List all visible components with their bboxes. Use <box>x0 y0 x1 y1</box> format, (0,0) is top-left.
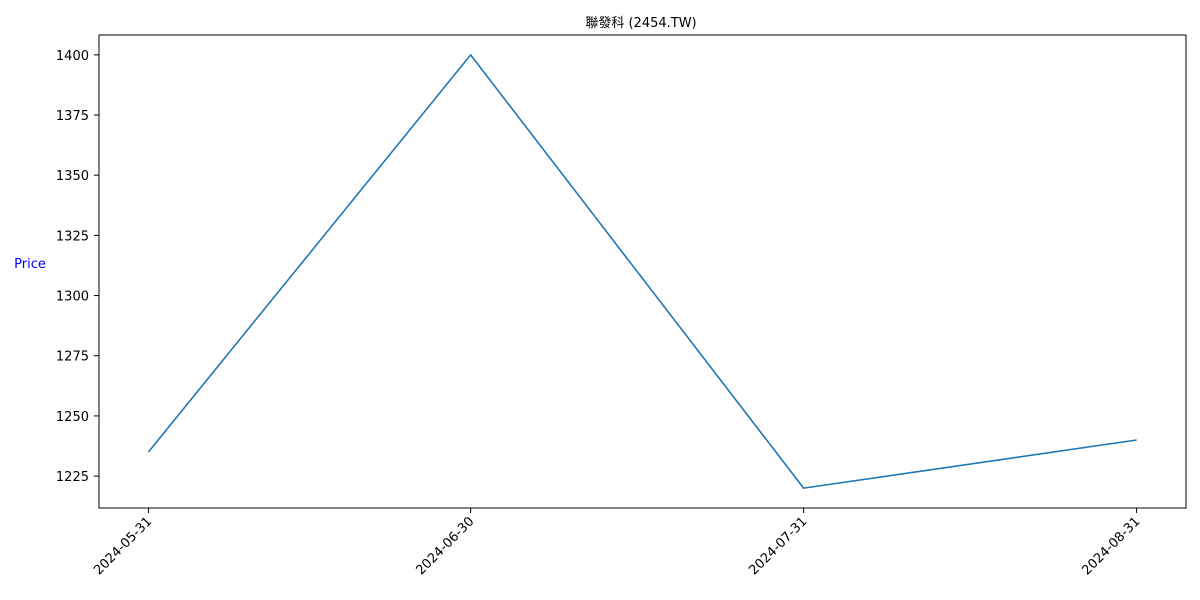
axes <box>98 34 1187 509</box>
y-axis-ticks: 1225 1250 1275 1300 1325 1350 1375 1400 <box>56 49 99 485</box>
y-tick-label: 1300 <box>56 290 89 305</box>
y-tick-label: 1275 <box>56 350 89 365</box>
x-tick-label: 2024-07-31 <box>746 514 810 578</box>
y-tick-label: 1350 <box>56 169 89 184</box>
x-axis-ticks: 2024-05-31 2024-06-30 2024-07-31 2024-08-31 <box>91 508 1143 578</box>
y-tick-label: 1325 <box>56 229 89 244</box>
x-tick-label: 2024-06-30 <box>413 514 477 578</box>
y-tick-label: 1225 <box>56 470 89 485</box>
chart-title: 聯發科 (2454.TW) <box>585 16 696 31</box>
y-tick-label: 1400 <box>56 49 89 64</box>
x-tick-label: 2024-08-31 <box>1079 514 1143 578</box>
series <box>147 54 1137 489</box>
price-line <box>147 54 1137 489</box>
plot-frame <box>98 34 1187 509</box>
x-tick-label: 2024-05-31 <box>91 514 155 578</box>
y-tick-label: 1375 <box>56 109 89 124</box>
y-tick-label: 1250 <box>56 410 89 425</box>
y-axis-label: Price <box>14 257 46 272</box>
